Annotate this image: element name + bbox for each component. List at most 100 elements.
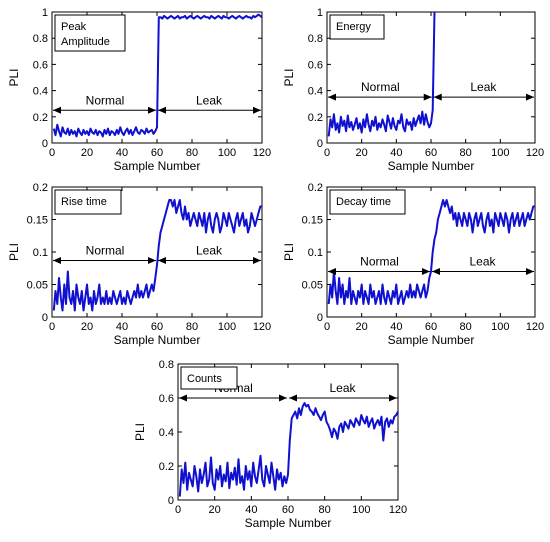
normal-arrow-head-left (328, 93, 336, 101)
x-tick-label: 120 (253, 321, 271, 333)
x-tick-label: 40 (390, 147, 402, 159)
normal-arrow-head-left (328, 268, 336, 275)
y-tick-label: 0 (317, 138, 323, 150)
normal-arrow-head-left (53, 256, 61, 264)
x-tick-label: 0 (175, 504, 181, 516)
series-line (327, 11, 436, 137)
y-axis-label: PLI (7, 243, 21, 261)
series-line (178, 402, 399, 497)
y-axis-label: PLI (282, 243, 296, 261)
label-box-text: Counts (187, 373, 222, 385)
y-tick-label: 0.2 (33, 182, 48, 194)
y-tick-label: 0 (42, 138, 48, 150)
leak-arrow-head-right (389, 394, 397, 402)
label-box (329, 189, 406, 215)
x-tick-label: 60 (282, 504, 294, 516)
x-tick-label: 80 (460, 321, 472, 333)
label-box-text: Decay time (336, 196, 391, 208)
x-tick-label: 60 (151, 147, 163, 159)
y-tick-label: 0.2 (159, 461, 174, 473)
leak-arrow-head-left (433, 93, 442, 101)
x-tick-label: 40 (116, 321, 128, 333)
y-tick-label: 0.15 (302, 215, 323, 227)
normal-label: Normal (86, 243, 125, 257)
y-tick-label: 0 (168, 495, 174, 507)
normal-arrow-head-right (423, 93, 432, 101)
x-tick-label: 60 (425, 321, 437, 333)
x-tick-label: 120 (253, 147, 271, 159)
leak-label: Leak (469, 255, 496, 269)
y-tick-label: 0 (42, 312, 48, 324)
leak-arrow-head-right (526, 268, 534, 275)
x-tick-label: 0 (49, 147, 55, 159)
y-tick-label: 0 (317, 312, 323, 324)
panel-counts: 0 20 40 60 80 100 120 0 0.2 0.4 0.6 0.8 Sample Numbe… (133, 359, 407, 530)
label-box (54, 189, 122, 215)
normal-label: Normal (86, 93, 125, 107)
x-tick-label: 40 (116, 147, 128, 159)
y-tick-label: 0.15 (27, 215, 48, 227)
y-tick-label: 1 (42, 7, 48, 19)
y-tick-label: 0.6 (308, 59, 323, 71)
normal-label: Normal (360, 255, 399, 269)
x-tick-label: 20 (81, 147, 93, 159)
series-line (52, 199, 262, 312)
label-box (329, 14, 385, 40)
y-tick-label: 0.05 (27, 280, 48, 292)
y-tick-label: 0.1 (33, 247, 48, 259)
normal-arrow-head-right (422, 268, 430, 275)
leak-arrow-head-left (432, 268, 440, 275)
x-tick-label: 0 (324, 147, 330, 159)
x-tick-label: 80 (186, 147, 198, 159)
x-tick-label: 0 (49, 321, 55, 333)
leak-arrow-head-right (253, 256, 261, 264)
panel-rise-time: 0 20 40 60 80 100 120 0 0.05 0.1 0.15 0.2 Sample Num… (7, 182, 271, 347)
x-tick-label: 80 (186, 321, 198, 333)
y-tick-label: 0.8 (308, 33, 323, 45)
label-box-text: Amplitude (61, 36, 110, 48)
y-tick-label: 0.6 (159, 393, 174, 405)
leak-arrow-head-left (158, 256, 166, 264)
x-tick-label: 120 (389, 504, 407, 516)
panel-decay-time: 0 20 40 60 80 100 120 0 0.05 0.1 0.15 0.2 Sample Num… (282, 182, 544, 347)
x-tick-label: 100 (352, 504, 370, 516)
x-tick-label: 120 (526, 147, 544, 159)
leak-arrow-head-left (289, 394, 297, 402)
x-tick-label: 20 (356, 147, 368, 159)
leak-arrow-head-right (253, 106, 261, 114)
x-tick-label: 20 (209, 504, 221, 516)
normal-arrow-head-right (148, 106, 156, 114)
series-line (52, 13, 263, 138)
y-tick-label: 0.2 (308, 112, 323, 124)
y-tick-label: 0.1 (308, 247, 323, 259)
leak-arrow-head-left (158, 106, 166, 114)
x-tick-label: 40 (390, 321, 402, 333)
y-tick-label: 0.4 (159, 427, 174, 439)
label-box-text: Peak (61, 21, 87, 33)
y-axis-label: PLI (133, 423, 147, 441)
y-tick-label: 0.4 (308, 86, 323, 98)
x-tick-label: 60 (425, 147, 437, 159)
x-tick-label: 100 (491, 321, 509, 333)
x-axis-label: Sample Number (388, 333, 475, 347)
x-tick-label: 80 (460, 147, 472, 159)
leak-label: Leak (196, 93, 223, 107)
x-tick-label: 120 (526, 321, 544, 333)
y-axis-label: PLI (7, 68, 21, 86)
y-tick-label: 0.2 (33, 112, 48, 124)
normal-arrow-head-right (279, 394, 287, 402)
x-tick-label: 0 (324, 321, 330, 333)
y-tick-label: 0.2 (308, 182, 323, 194)
x-tick-label: 40 (245, 504, 257, 516)
x-tick-label: 60 (151, 321, 163, 333)
normal-arrow-head-right (148, 256, 156, 264)
label-box (54, 14, 126, 52)
x-tick-label: 20 (81, 321, 93, 333)
y-tick-label: 0.05 (302, 280, 323, 292)
x-tick-label: 100 (218, 147, 236, 159)
normal-label: Normal (361, 80, 400, 94)
leak-label: Leak (329, 381, 356, 395)
panel-energy: 0 20 40 60 80 100 120 0 0.2 0.4 0.6 0.8 1 Sample Numb… (282, 7, 544, 173)
y-tick-label: 1 (317, 7, 323, 19)
y-axis-label: PLI (282, 68, 296, 86)
